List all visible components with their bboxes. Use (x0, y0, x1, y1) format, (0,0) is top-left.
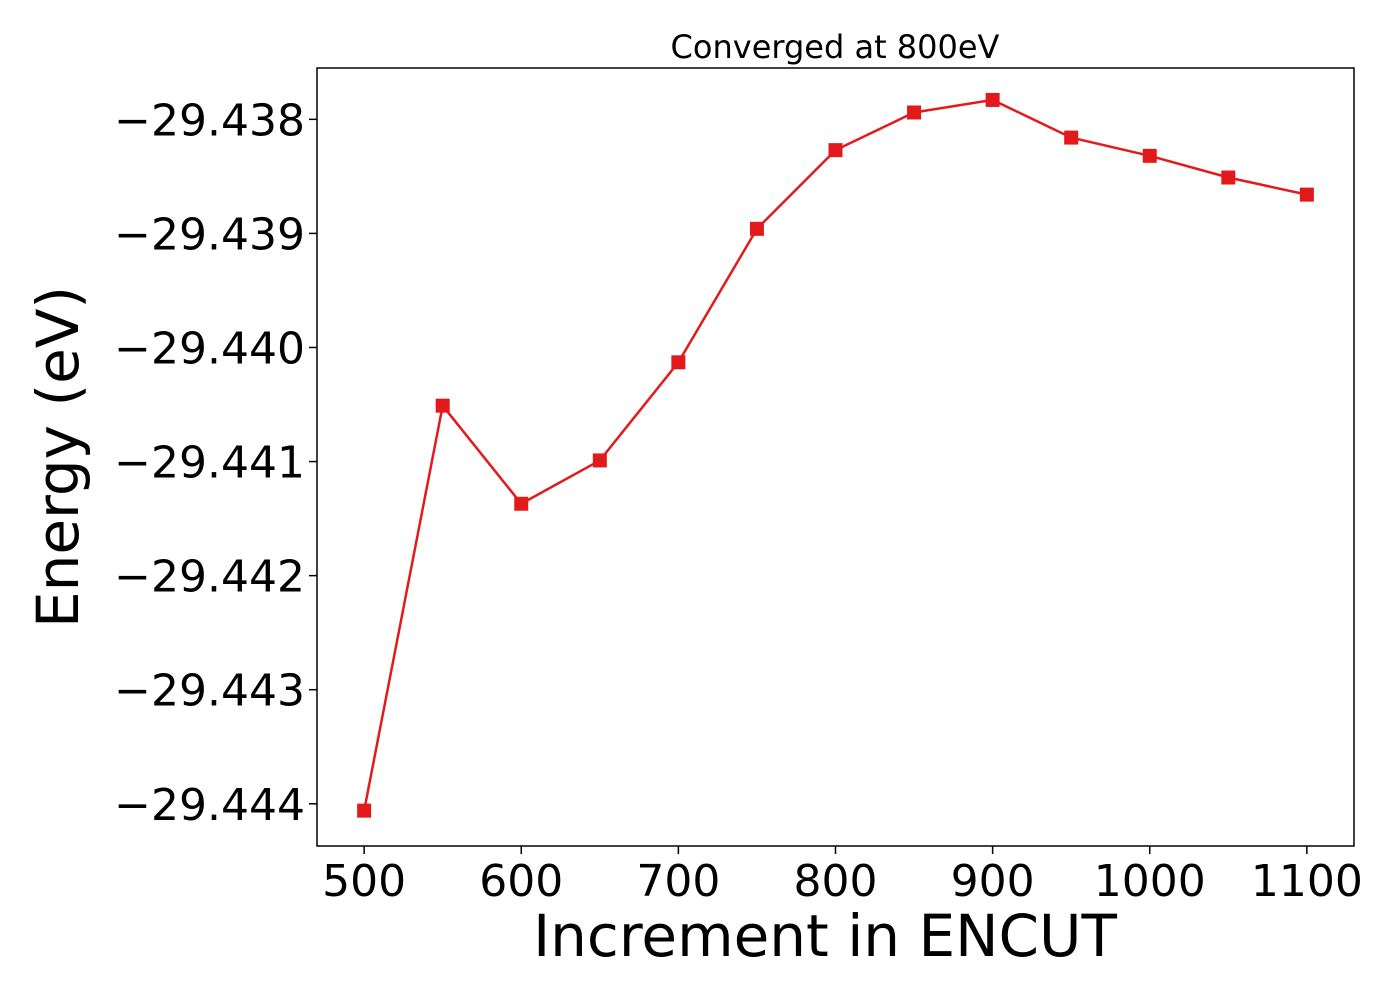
x-tick-label: 1100 (1251, 856, 1363, 907)
series-group (357, 92, 1314, 818)
chart-title: Converged at 800eV (671, 28, 1000, 66)
y-axis: −29.438 −29.439 −29.440 −29.441 −29.442 −29.4… (114, 95, 317, 831)
x-tick-label: 600 (479, 856, 563, 907)
data-point (1064, 130, 1079, 145)
x-tick-label: 800 (794, 856, 878, 907)
x-tick-label: 500 (322, 856, 406, 907)
x-axis: 500 600 700 800 900 1000 1100 (322, 846, 1363, 907)
y-tick-label: −29.442 (114, 552, 305, 603)
x-axis-label: Increment in ENCUT (533, 902, 1117, 970)
data-point (592, 453, 607, 468)
y-tick-label: −29.439 (114, 209, 305, 260)
y-tick-label: −29.441 (114, 438, 305, 489)
data-point (357, 803, 372, 818)
data-point (1142, 148, 1157, 163)
x-tick-label: 700 (636, 856, 720, 907)
series-line (362, 98, 1308, 811)
data-point (749, 221, 764, 236)
data-point (907, 105, 922, 120)
data-point (514, 496, 529, 511)
plot-area-frame (316, 67, 1355, 847)
data-point (671, 355, 686, 370)
data-point (828, 143, 843, 158)
data-point (1299, 187, 1314, 202)
y-tick-label: −29.440 (114, 323, 305, 374)
y-tick-label: −29.444 (114, 780, 305, 831)
data-point (985, 92, 1000, 107)
data-point (1221, 170, 1236, 185)
data-point (435, 398, 450, 413)
y-axis-label: Energy (eV) (24, 286, 92, 628)
x-tick-label: 900 (951, 856, 1035, 907)
y-tick-label: −29.438 (114, 95, 305, 146)
y-tick-label: −29.443 (114, 666, 305, 717)
x-tick-label: 1000 (1094, 856, 1206, 907)
